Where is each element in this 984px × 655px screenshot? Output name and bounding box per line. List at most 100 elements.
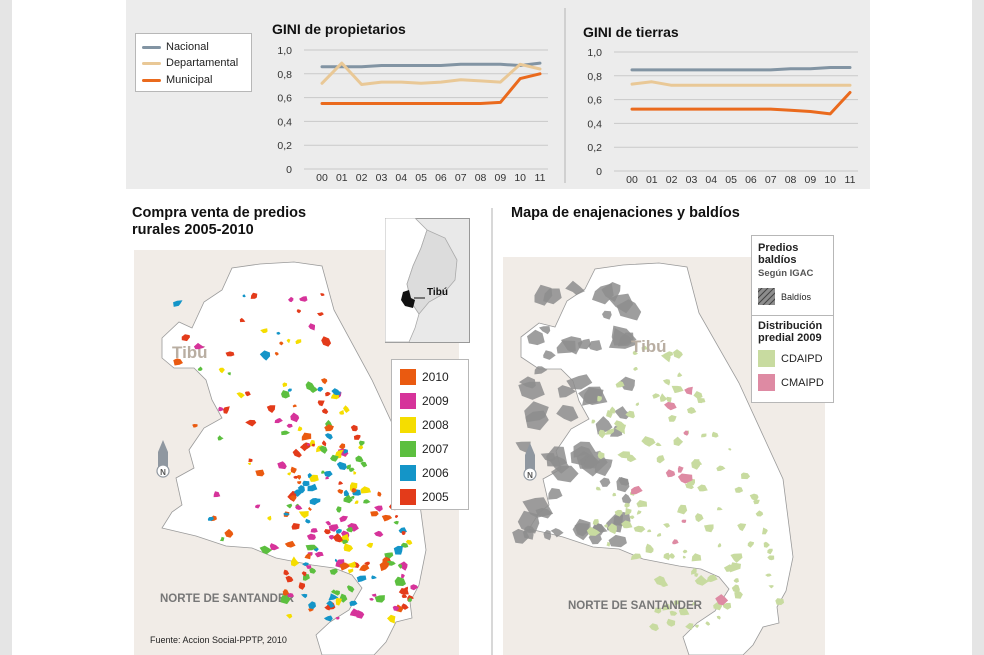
parcel-patch xyxy=(255,469,265,477)
year-swatch-2009 xyxy=(400,392,416,409)
baldios-patch xyxy=(574,523,589,537)
parcel-patch xyxy=(301,593,308,599)
parcel-patch xyxy=(287,593,295,598)
cdaipd-patch xyxy=(662,604,671,611)
cdaipd-patch xyxy=(621,520,633,529)
cdaipd-patch xyxy=(737,523,747,532)
legend-heading-line: baldíos xyxy=(758,254,797,266)
parcel-patch xyxy=(285,575,294,583)
x-tick-label: 10 xyxy=(824,174,836,186)
baldios-patch xyxy=(566,374,593,390)
parcel-patch xyxy=(308,506,312,511)
cdaipd-patch xyxy=(697,484,708,492)
cmaipd-patch xyxy=(684,386,693,395)
parcel-patch xyxy=(218,406,224,412)
cdaipd-patch xyxy=(711,431,719,438)
parcel-patch xyxy=(293,475,298,479)
legend-divider xyxy=(752,315,833,316)
cdaipd-patch xyxy=(741,472,751,480)
baldios-patch xyxy=(524,401,549,423)
parcel-patch xyxy=(401,594,408,598)
parcel-patch xyxy=(325,476,329,480)
parcel-patch xyxy=(276,331,281,335)
x-tick-label: 01 xyxy=(336,172,348,184)
y-tick-label: 0 xyxy=(596,166,602,178)
y-tick-label: 0,4 xyxy=(587,118,602,130)
series-line-municipal xyxy=(320,72,542,105)
parcel-patch xyxy=(321,470,325,474)
y-tick-label: 0,8 xyxy=(277,69,292,81)
parcel-patch xyxy=(207,516,214,521)
cdaipd-patch xyxy=(597,451,605,460)
legend-heading-line: predial 2009 xyxy=(758,332,822,344)
parcel-patch xyxy=(394,576,406,586)
cdaipd-patch xyxy=(691,553,702,562)
parcel-patch xyxy=(387,614,396,624)
baldios-patch xyxy=(543,529,552,541)
x-tick-label: 03 xyxy=(376,172,388,184)
parcel-patch xyxy=(323,470,333,478)
parcel-patch xyxy=(320,293,325,296)
cdaipd-patch xyxy=(691,459,703,466)
parcel-patch xyxy=(280,595,291,605)
parcel-patch xyxy=(374,505,383,512)
cdaipd-patch xyxy=(595,486,601,491)
cdaipd-patch xyxy=(624,502,630,508)
parcel-patch xyxy=(296,309,301,314)
series-line-municipal xyxy=(630,91,852,116)
cdaipd-patch xyxy=(678,607,690,616)
parcel-patch xyxy=(395,604,404,613)
cdaipd-patch xyxy=(648,548,654,553)
legend-heading-line: Distribución xyxy=(758,320,823,332)
cdaipd-patch xyxy=(663,523,671,528)
legend-swatch-departamental xyxy=(142,61,161,65)
cmaipd-patch xyxy=(677,465,684,473)
parcel-patch xyxy=(290,466,297,474)
parcel-patch xyxy=(363,499,371,504)
parcel-patch xyxy=(317,312,324,316)
parcel-patch xyxy=(319,445,328,454)
series-line-departamental xyxy=(320,61,542,86)
parcel-patch xyxy=(404,586,408,591)
parcel-patch xyxy=(317,400,325,407)
baldios-hatch-swatch xyxy=(758,288,775,305)
parcel-patch xyxy=(356,575,367,583)
parcel-patch xyxy=(227,372,231,376)
cdaipd-patch xyxy=(673,600,681,606)
parcel-patch xyxy=(286,613,293,619)
year-legend-item: 2005 xyxy=(400,488,449,505)
cdaipd-patch xyxy=(656,533,662,537)
parcel-patch xyxy=(324,433,333,440)
y-tick-label: 0,6 xyxy=(277,93,292,105)
cdaipd-patch xyxy=(767,555,775,561)
parcel-patch xyxy=(304,553,311,560)
baldios-patch xyxy=(527,329,545,346)
legend-swatch-nacional xyxy=(142,45,161,49)
baldios-patch xyxy=(602,310,612,320)
cdaipd-patch xyxy=(695,513,704,523)
parcel-patch xyxy=(343,405,350,413)
cdaipd-patch xyxy=(730,553,743,563)
cdaipd-patch xyxy=(615,424,627,435)
parcel-patch xyxy=(291,491,295,496)
cdaipd-patch xyxy=(605,428,615,435)
parcel-patch xyxy=(193,342,205,350)
baldios-patch xyxy=(515,441,531,454)
baldios-patch xyxy=(573,441,596,458)
legend-label: Departamental xyxy=(166,57,239,69)
cdaipd-patch xyxy=(663,552,670,561)
baldios-patch xyxy=(595,416,613,435)
parcel-patch xyxy=(242,294,246,298)
north-arrow: N xyxy=(523,443,537,481)
x-tick-label: 11 xyxy=(535,172,546,184)
parcel-patch xyxy=(347,568,354,574)
baldios-patch xyxy=(523,525,536,534)
parcel-patch xyxy=(308,601,316,610)
cdaipd-patch xyxy=(704,524,714,533)
left-map-title-line1: Compra venta de predios xyxy=(132,205,307,221)
parcel-patch xyxy=(358,440,365,446)
cdaipd-patch xyxy=(633,525,646,533)
x-tick-label: 10 xyxy=(514,172,526,184)
parcel-patch xyxy=(328,535,334,540)
baldios-patch xyxy=(584,455,598,469)
